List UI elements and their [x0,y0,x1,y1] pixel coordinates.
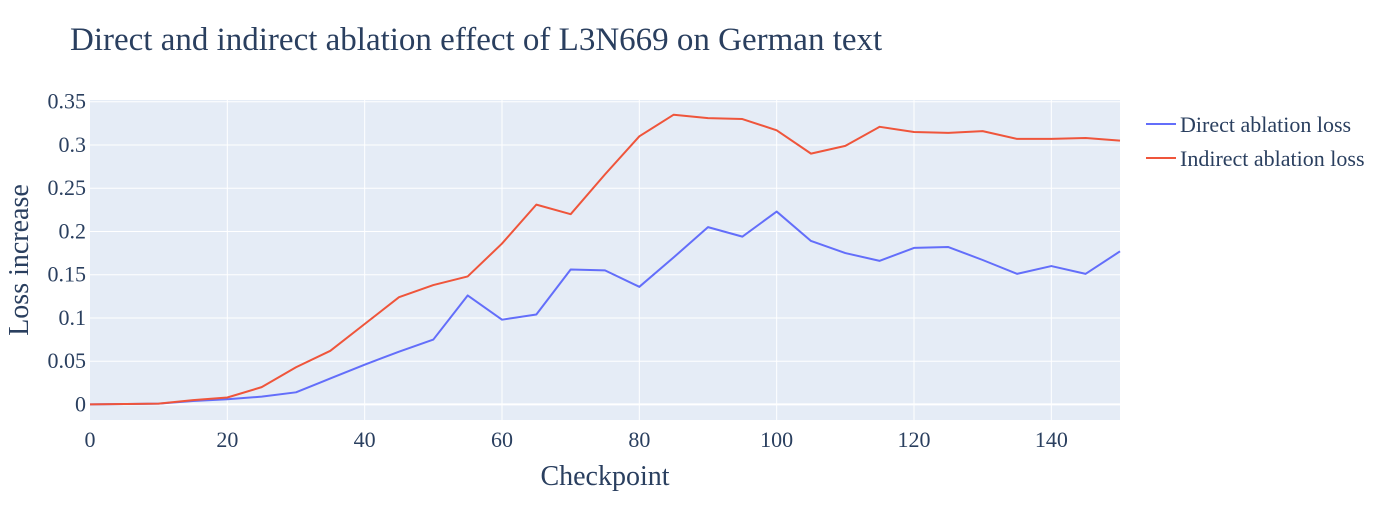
data-point [981,258,985,262]
data-point [672,113,676,117]
data-point [912,246,916,250]
data-point [981,129,985,133]
series-layer [88,113,1122,406]
data-point [1084,136,1088,140]
data-point [534,203,538,207]
x-tick-label: 60 [491,427,513,452]
x-tick-label: 140 [1035,427,1068,452]
x-tick-label: 100 [760,427,793,452]
data-point [569,268,573,272]
data-point [1118,139,1122,143]
x-tick-label: 80 [628,427,650,452]
data-point [328,349,332,353]
data-point [1015,272,1019,276]
data-point [363,322,367,326]
chart-title: Direct and indirect ablation effect of L… [70,22,882,58]
data-point [431,283,435,287]
x-tick-label: 120 [898,427,931,452]
data-point [843,144,847,148]
x-tick-label: 40 [354,427,376,452]
data-point [672,255,676,259]
data-point [706,225,710,229]
plot-background [90,100,1120,420]
series-line-direct [89,210,1121,406]
data-point [603,268,607,272]
data-point [122,402,126,406]
data-point [1049,264,1053,268]
data-point [775,128,779,132]
data-point [1084,272,1088,276]
data-point [534,312,538,316]
data-point [637,134,641,138]
data-point [260,395,264,399]
data-point [569,212,573,216]
data-point [500,242,504,246]
data-point [1049,137,1053,141]
data-point [1118,249,1122,253]
y-tick-label: 0.05 [48,348,87,373]
legend-label: Direct ablation loss [1180,112,1351,137]
data-point [878,125,882,129]
y-tick-label: 0.25 [48,175,87,200]
data-point [397,295,401,299]
data-point [1015,137,1019,141]
series-line-indirect [89,113,1121,406]
data-point [809,152,813,156]
data-point [843,251,847,255]
y-tick-label: 0.2 [59,218,87,243]
data-point [637,285,641,289]
data-point [225,396,229,400]
y-tick-label: 0.15 [48,262,87,287]
x-axis-title: Checkpoint [540,461,669,492]
legend-item[interactable]: Indirect ablation loss [1146,146,1365,171]
data-point [363,363,367,367]
y-axis-title: Loss increase [4,184,35,336]
data-point [775,210,779,214]
data-point [294,365,298,369]
y-tick-label: 0.35 [48,89,87,114]
data-point [466,274,470,278]
data-point [912,130,916,134]
y-tick-label: 0 [75,391,86,416]
data-point [431,338,435,342]
data-point [500,318,504,322]
data-point [88,402,92,406]
data-point [603,172,607,176]
data-point [946,245,950,249]
data-point [946,131,950,135]
data-point [294,390,298,394]
data-point [157,402,161,406]
x-tick-label: 0 [85,427,96,452]
tick-label-layer: 0 20 40 60 80 100 120 140 0 0.05 0.1 0.15 0.2 0.25 0.3… [48,89,1068,452]
data-point [740,235,744,239]
data-point [191,398,195,402]
data-point [328,376,332,380]
x-tick-label: 20 [216,427,238,452]
legend-label: Indirect ablation loss [1180,146,1365,171]
legend-item[interactable]: Direct ablation loss [1146,112,1351,137]
data-point [740,117,744,121]
data-point [878,259,882,263]
data-point [260,385,264,389]
grid-layer [90,100,1120,420]
data-point [809,239,813,243]
legend[interactable]: Direct ablation loss Indirect ablation lo… [1146,112,1365,171]
data-point [466,293,470,297]
y-tick-label: 0.3 [59,132,87,157]
data-point [706,116,710,120]
data-point [397,350,401,354]
y-tick-label: 0.1 [59,305,87,330]
